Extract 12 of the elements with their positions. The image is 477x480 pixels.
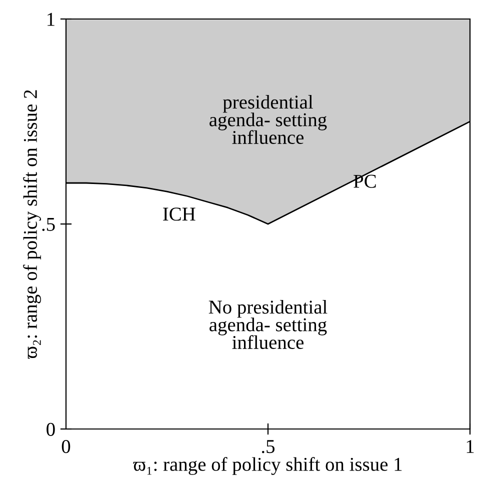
y-tick-label: .5 <box>42 218 55 232</box>
annotation: presidential agenda- setting influence <box>210 95 327 144</box>
x-axis-title: ϖ₁: range of policy shift on issue 1 <box>133 457 402 475</box>
annotation: ICH <box>163 208 196 221</box>
annotation: PC <box>354 174 376 188</box>
x-tick-label: 0 <box>62 440 70 454</box>
y-axis-title: ϖ₂: range of policy shift on issue 2 <box>23 90 41 359</box>
y-tick-label: 0 <box>46 422 55 436</box>
y-tick-label: 1 <box>48 12 54 26</box>
x-tick-label: 1 <box>466 440 474 453</box>
x-tick-label: .5 <box>262 440 275 454</box>
annotation: No presidential agenda- setting influence <box>208 300 328 350</box>
